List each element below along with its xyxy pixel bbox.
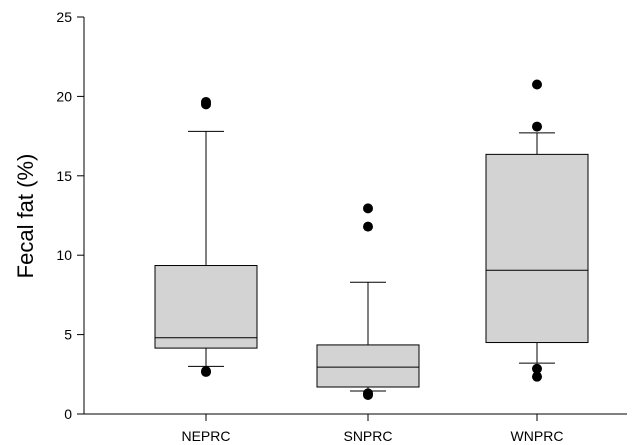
outlier-point (532, 121, 542, 132)
y-axis-title: Fecal fat (%) (13, 154, 38, 279)
y-tick-label: 25 (56, 9, 72, 25)
outlier-point (201, 96, 211, 107)
x-axis: NEPRC SNPRC WNPRC (84, 413, 627, 444)
x-tick-label: SNPRC (343, 428, 392, 444)
outlier-point (532, 363, 542, 374)
box-iqr (316, 344, 420, 388)
box-iqr (154, 265, 258, 349)
outlier-point (363, 389, 373, 400)
box-group-wnprc (485, 79, 589, 382)
box-group-neprc (154, 96, 258, 377)
box-group-snprc (316, 203, 420, 400)
outlier-point (201, 366, 211, 377)
x-tick-label: WNPRC (511, 428, 564, 444)
box-series (154, 79, 589, 400)
outlier-point (532, 371, 542, 382)
y-tick-label: 5 (64, 327, 72, 343)
y-axis: 0 5 10 15 20 25 (56, 9, 85, 422)
x-tick-label: NEPRC (181, 428, 230, 444)
box-iqr (485, 153, 589, 344)
y-tick-label: 20 (56, 88, 72, 104)
y-tick-label: 0 (64, 406, 72, 422)
y-tick-label: 15 (56, 168, 72, 184)
outlier-point (532, 79, 542, 90)
y-tick-label: 10 (56, 247, 72, 263)
outlier-point (363, 203, 373, 214)
outlier-point (363, 221, 373, 232)
